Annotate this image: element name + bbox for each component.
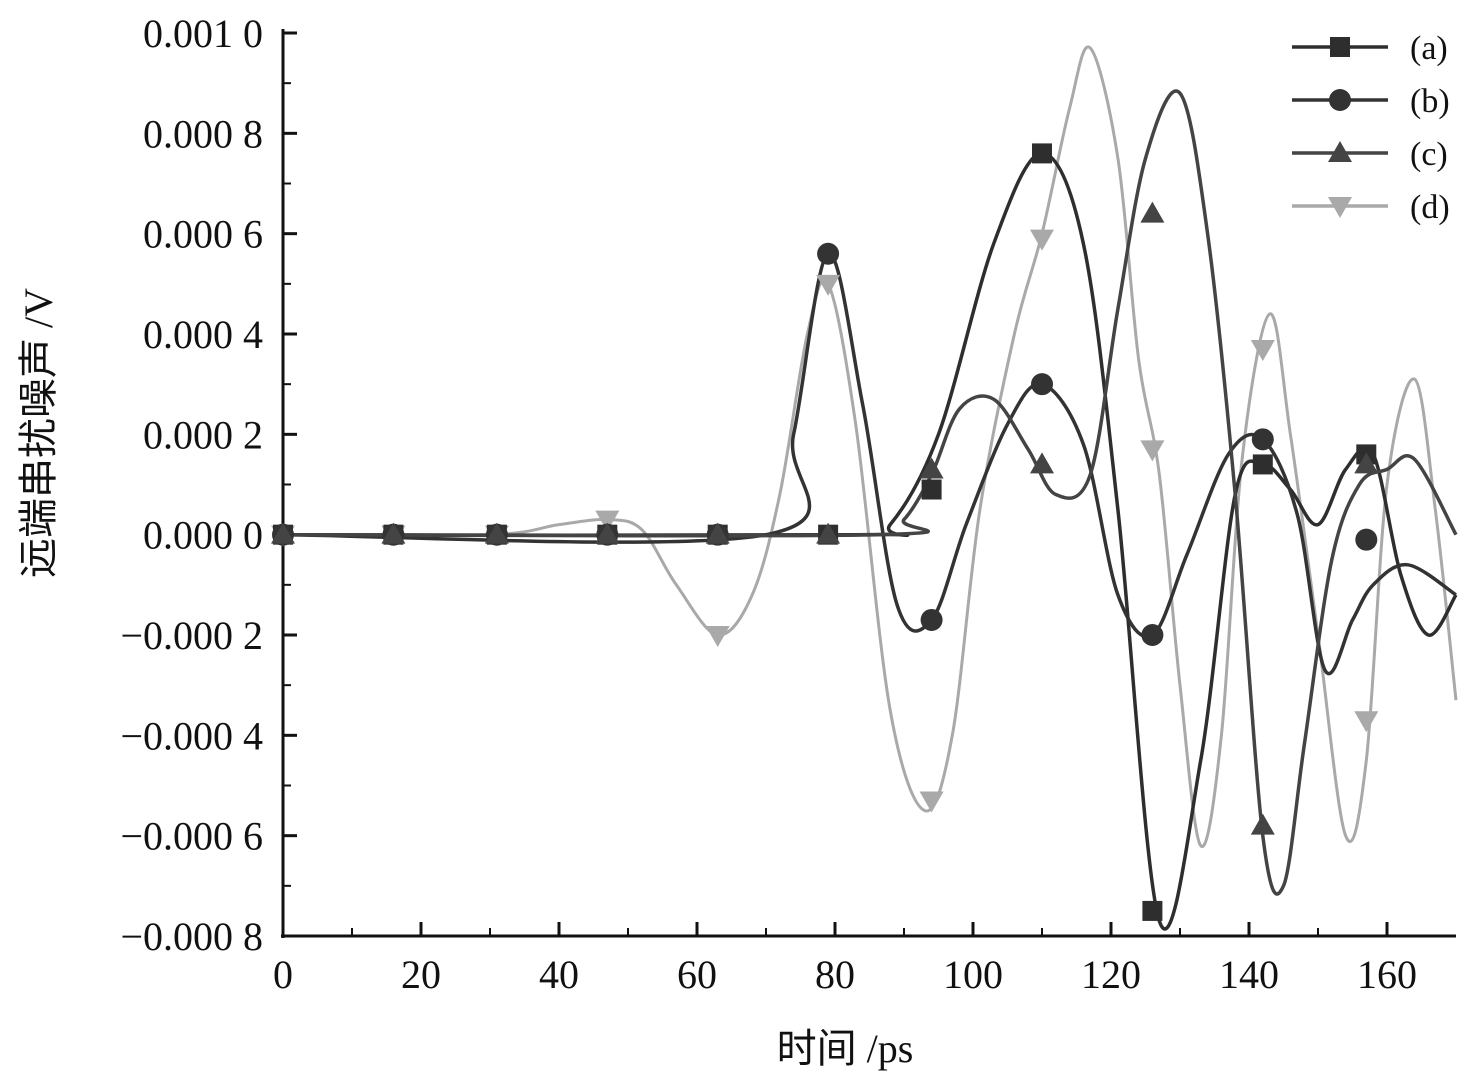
x-tick-label: 80 <box>815 952 855 997</box>
data-point-a <box>1142 900 1163 921</box>
legend-label: (c) <box>1410 136 1448 173</box>
x-tick-label: 60 <box>677 952 717 997</box>
data-point-c <box>1140 201 1165 223</box>
y-axis-title: 远端串扰噪声 /V <box>16 288 61 578</box>
data-point-d <box>1030 229 1054 251</box>
y-tick-label: −0.000 6 <box>120 814 263 859</box>
series-line-c <box>282 89 1458 896</box>
x-tick-label: 0 <box>273 952 293 997</box>
data-point-b <box>1031 373 1053 396</box>
data-point-c <box>595 522 620 544</box>
y-tick-label: 0.000 6 <box>143 212 263 257</box>
data-point-b <box>920 608 943 631</box>
y-tick-label: 0.000 2 <box>143 412 263 457</box>
legend-marker <box>1330 37 1350 57</box>
legend-marker <box>1328 141 1352 162</box>
x-tick-label: 120 <box>1081 952 1141 997</box>
markers-group <box>271 143 1379 921</box>
y-tick-label: 0.000 0 <box>143 513 263 558</box>
data-point-d <box>705 626 730 647</box>
series-group <box>282 45 1458 931</box>
data-point-c <box>1354 452 1379 474</box>
legend-label: (d) <box>1410 189 1450 226</box>
data-point-c <box>484 522 509 544</box>
series-line-b <box>282 251 1457 676</box>
data-point-a <box>1252 454 1273 475</box>
x-axis-title: 时间 /ps <box>777 1026 914 1071</box>
data-point-c <box>271 522 295 544</box>
data-point-d <box>1354 711 1379 733</box>
legend-marker <box>1328 197 1352 218</box>
data-point-a <box>1032 143 1052 164</box>
data-point-c <box>705 522 730 544</box>
data-point-d <box>919 791 944 813</box>
x-tick-label: 100 <box>943 952 1003 997</box>
legend-label: (b) <box>1410 83 1450 120</box>
y-tick-label: 0.001 0 <box>143 11 263 56</box>
y-tick-label: −0.000 8 <box>120 914 263 959</box>
series-line-a <box>282 151 1458 931</box>
series-line-d <box>282 45 1458 849</box>
x-tick-label: 140 <box>1219 952 1279 997</box>
data-point-a <box>921 479 942 500</box>
y-tick-label: 0.000 4 <box>143 312 263 357</box>
y-tick-label: −0.000 2 <box>120 613 263 658</box>
legend-label: (a) <box>1410 30 1448 67</box>
data-point-c <box>1250 813 1275 835</box>
legend: (a) (b) (c) (d) <box>1292 30 1450 226</box>
data-point-d <box>1140 440 1165 462</box>
data-point-b <box>817 242 840 265</box>
legend-marker <box>1329 89 1351 111</box>
data-point-d <box>595 510 620 532</box>
data-point-c <box>1030 452 1054 474</box>
data-point-c <box>816 522 841 544</box>
y-tick-label: 0.000 8 <box>143 111 263 156</box>
y-tick-label: −0.000 4 <box>120 713 263 758</box>
x-tick-label: 160 <box>1357 952 1417 997</box>
x-tick-label: 20 <box>401 952 441 997</box>
data-point-d <box>816 274 841 296</box>
data-point-c <box>919 457 944 479</box>
data-point-b <box>1251 428 1274 451</box>
data-point-d <box>1250 340 1275 362</box>
x-tick-label: 40 <box>539 952 579 997</box>
data-point-b <box>1141 624 1164 646</box>
data-point-c <box>381 522 406 544</box>
axes-group: 0.001 0 0.000 8 0.000 6 0.000 4 0.000 2 0.000… <box>120 11 1456 997</box>
data-point-b <box>1355 528 1378 551</box>
